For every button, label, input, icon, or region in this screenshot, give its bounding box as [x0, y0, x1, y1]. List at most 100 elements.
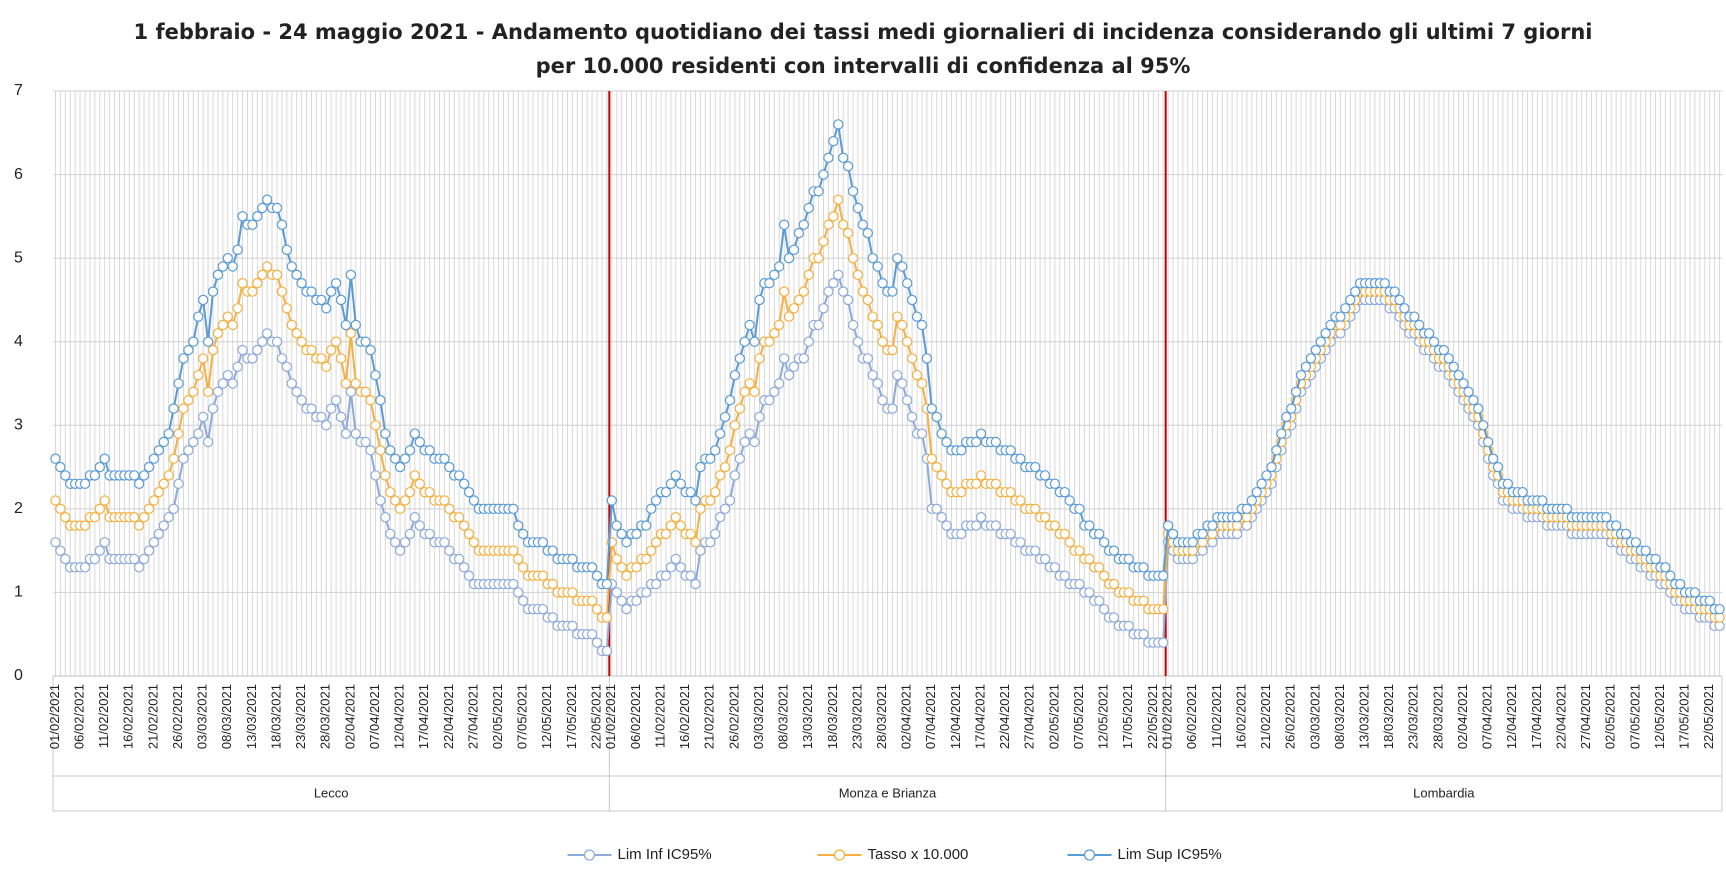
data-point: [1630, 537, 1642, 548]
data-point: [193, 369, 204, 381]
data-point: [537, 603, 549, 615]
data-point: [645, 545, 657, 556]
data-point: [237, 278, 248, 289]
data-point: [833, 269, 844, 281]
data-point: [867, 311, 878, 322]
data-point: [1049, 562, 1061, 573]
data-point: [1468, 395, 1479, 406]
data-point: [1537, 495, 1548, 506]
data-point: [734, 353, 746, 364]
data-point: [148, 495, 160, 506]
data-point: [778, 219, 790, 230]
data-point: [685, 486, 696, 498]
data-point: [798, 219, 810, 230]
data-point: [296, 278, 307, 289]
data-point: [990, 436, 1002, 448]
data-point: [188, 436, 199, 448]
data-point: [188, 386, 199, 398]
data-point: [148, 537, 160, 548]
data-point: [99, 495, 110, 506]
data-point: [744, 319, 755, 331]
data-point: [1197, 528, 1208, 540]
data-point: [773, 378, 785, 389]
data-point: [380, 428, 391, 439]
data-point: [783, 252, 795, 264]
data-point: [705, 495, 716, 506]
data-point: [1074, 503, 1085, 515]
data-point: [1064, 537, 1075, 548]
x-tick-label: 02/05/2021: [1603, 684, 1618, 749]
data-point: [168, 453, 179, 464]
data-point: [325, 286, 337, 297]
data-point: [872, 319, 883, 331]
data-point: [823, 286, 834, 297]
data-point: [1601, 512, 1612, 523]
data-point: [173, 478, 184, 489]
x-tick-label: 22/05/2021: [1701, 684, 1716, 749]
x-tick-label: 08/03/2021: [1332, 684, 1347, 749]
data-point: [1295, 369, 1307, 381]
data-point: [375, 395, 386, 406]
data-point: [1029, 461, 1041, 473]
data-point: [744, 378, 755, 389]
data-point: [837, 152, 849, 164]
data-point: [833, 194, 844, 205]
data-point: [783, 311, 795, 322]
data-point: [321, 303, 332, 314]
data-point: [926, 453, 938, 464]
data-point: [271, 202, 283, 214]
data-point: [286, 261, 297, 272]
x-tick-label: 17/05/2021: [564, 684, 579, 749]
data-point: [1256, 478, 1267, 489]
data-point: [158, 436, 169, 448]
data-point: [1281, 411, 1292, 423]
data-point: [714, 470, 726, 481]
data-point: [257, 269, 268, 281]
data-point: [360, 436, 371, 448]
x-tick-label: 28/03/2021: [1430, 684, 1445, 749]
data-point: [513, 587, 524, 598]
data-point: [444, 461, 455, 473]
data-point: [611, 553, 622, 565]
data-point: [316, 353, 327, 364]
x-tick-label: 17/04/2021: [1529, 684, 1544, 749]
data-point: [517, 562, 529, 573]
data-point: [1660, 562, 1671, 573]
data-point: [513, 520, 524, 531]
x-tick-label: 12/05/2021: [539, 684, 554, 749]
data-point: [365, 395, 376, 406]
data-point: [567, 553, 578, 565]
data-point: [931, 411, 942, 423]
data-point: [1084, 520, 1095, 531]
data-point: [261, 194, 273, 205]
data-point: [537, 537, 549, 548]
data-point: [739, 336, 750, 347]
data-point: [1453, 369, 1464, 381]
data-point: [975, 470, 987, 481]
data-point: [567, 587, 578, 598]
x-tick-label: 17/05/2021: [1677, 684, 1692, 749]
data-point: [148, 453, 160, 464]
data-point: [143, 461, 155, 473]
data-point: [385, 528, 396, 540]
data-point: [271, 269, 283, 281]
data-point: [439, 453, 450, 464]
data-point: [1714, 603, 1725, 615]
data-point: [719, 503, 731, 515]
data-point: [813, 252, 824, 264]
data-point: [586, 629, 598, 640]
data-point: [724, 495, 736, 506]
x-tick-label: 16/02/2021: [121, 684, 136, 749]
data-point: [641, 520, 652, 531]
data-point: [389, 453, 401, 464]
data-point: [660, 570, 672, 581]
data-point: [143, 545, 155, 556]
x-tick-label: 26/02/2021: [1283, 684, 1298, 749]
data-point: [754, 294, 765, 306]
x-tick-label: 02/05/2021: [1046, 684, 1061, 749]
y-tick-label: 4: [14, 333, 23, 350]
x-tick-label: 08/03/2021: [776, 684, 791, 749]
data-point: [1290, 386, 1302, 398]
data-point: [330, 395, 342, 406]
